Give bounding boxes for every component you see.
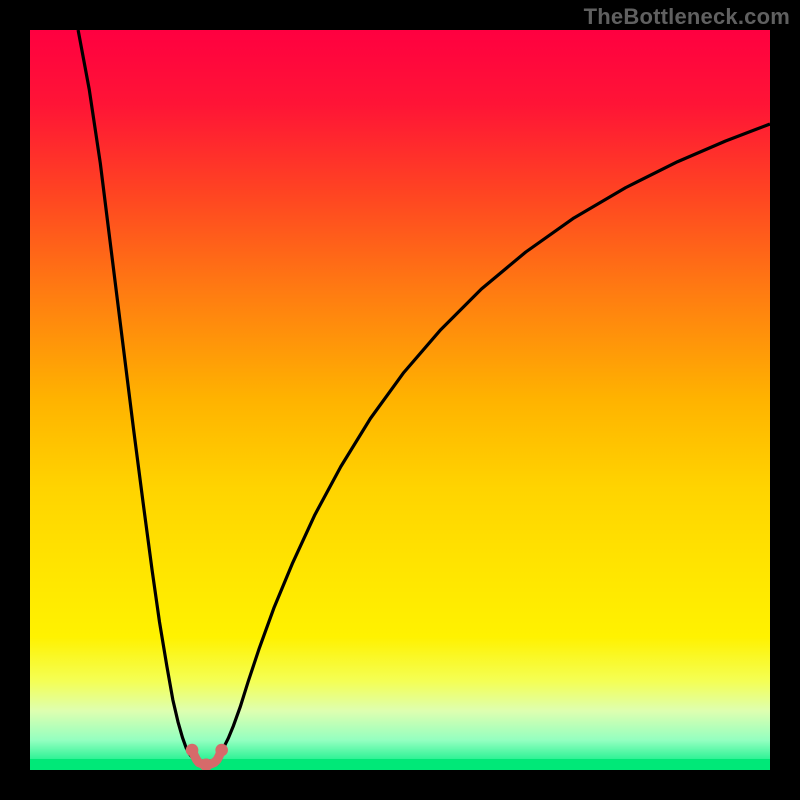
chart-container: TheBottleneck.com <box>0 0 800 800</box>
watermark-text: TheBottleneck.com <box>584 4 790 30</box>
curve-layer <box>30 30 770 770</box>
bottleneck-curve <box>78 30 770 763</box>
plot-area <box>30 30 770 770</box>
valley-marker <box>186 744 228 770</box>
